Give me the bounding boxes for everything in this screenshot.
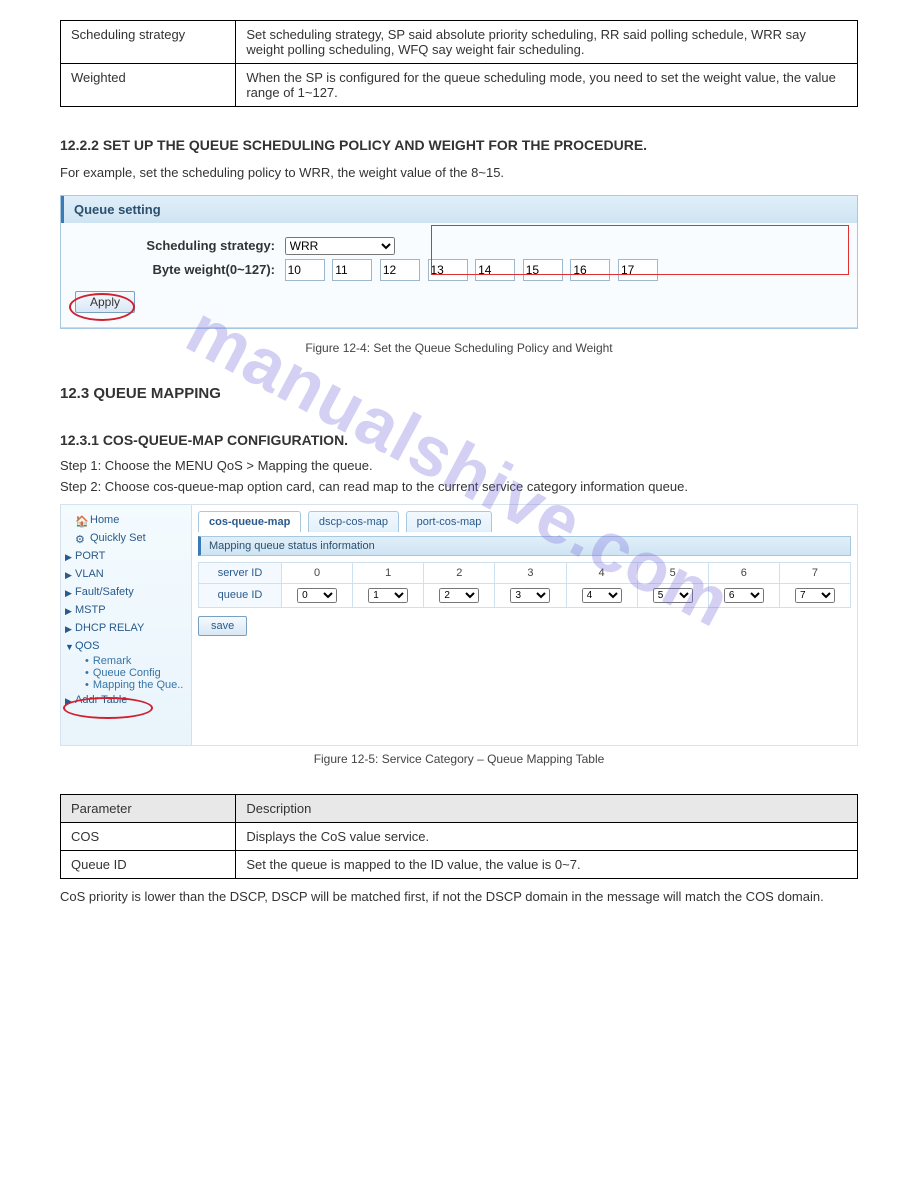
server-id-4: 4 bbox=[566, 562, 637, 583]
server-id-3: 3 bbox=[495, 562, 566, 583]
nav-dhcp-relay[interactable]: ▶DHCP RELAY bbox=[61, 619, 191, 637]
nav-mstp[interactable]: ▶MSTP bbox=[61, 601, 191, 619]
params-table-2: ParameterDescription COSDisplays the CoS… bbox=[60, 794, 858, 879]
queue-id-label: queue ID bbox=[199, 583, 282, 607]
nav-fault-safety[interactable]: ▶Fault/Safety bbox=[61, 583, 191, 601]
server-id-7: 7 bbox=[779, 562, 850, 583]
t1-r1-c2: Set scheduling strategy, SP said absolut… bbox=[236, 21, 858, 64]
section-12-2-2-title: 12.2.2 SET UP THE QUEUE SCHEDULING POLIC… bbox=[60, 137, 858, 153]
arrow-icon: ▶ bbox=[65, 696, 72, 707]
tab-port-cos-map[interactable]: port-cos-map bbox=[406, 511, 493, 532]
mapping-status-header: Mapping queue status information bbox=[198, 536, 851, 556]
mapping-grid: server ID 0 1 2 3 4 5 6 7 queue ID 0 1 2… bbox=[198, 562, 851, 608]
apply-button[interactable]: Apply bbox=[75, 291, 135, 313]
server-id-label: server ID bbox=[199, 562, 282, 583]
weight-input-0[interactable] bbox=[285, 259, 325, 281]
arrow-down-icon: ▼ bbox=[65, 642, 74, 652]
sidebar: 🏠Home ⚙Quickly Set ▶PORT ▶VLAN ▶Fault/Sa… bbox=[61, 505, 192, 745]
nav-qos-remark[interactable]: •Remark bbox=[61, 655, 191, 667]
weight-input-1[interactable] bbox=[332, 259, 372, 281]
queue-id-select-7[interactable]: 7 bbox=[795, 588, 835, 603]
weight-input-5[interactable] bbox=[523, 259, 563, 281]
arrow-icon: ▶ bbox=[65, 570, 72, 581]
nav-addr-table[interactable]: ▶Addr Table bbox=[61, 691, 191, 709]
weight-input-3[interactable] bbox=[428, 259, 468, 281]
scheduling-strategy-select[interactable]: WRR bbox=[285, 237, 395, 255]
figure-12-5-caption: Figure 12-5: Service Category – Queue Ma… bbox=[60, 752, 858, 766]
byte-weight-label: Byte weight(0~127): bbox=[75, 262, 281, 277]
queue-id-select-2[interactable]: 2 bbox=[439, 588, 479, 603]
queue-id-select-4[interactable]: 4 bbox=[582, 588, 622, 603]
queue-id-select-5[interactable]: 5 bbox=[653, 588, 693, 603]
t1-r2-c2: When the SP is configured for the queue … bbox=[236, 64, 858, 107]
t2-r1-c1: COS bbox=[61, 822, 236, 850]
arrow-icon: ▶ bbox=[65, 552, 72, 563]
t2-h1: Parameter bbox=[61, 794, 236, 822]
server-id-1: 1 bbox=[353, 562, 424, 583]
content-area: cos-queue-map dscp-cos-map port-cos-map … bbox=[192, 505, 857, 745]
tabs: cos-queue-map dscp-cos-map port-cos-map bbox=[198, 511, 851, 532]
mapping-screenshot: 🏠Home ⚙Quickly Set ▶PORT ▶VLAN ▶Fault/Sa… bbox=[60, 504, 858, 746]
quickset-icon: ⚙ bbox=[75, 533, 87, 543]
nav-quickly-set[interactable]: ⚙Quickly Set bbox=[61, 529, 191, 547]
scheduling-strategy-label: Scheduling strategy: bbox=[75, 238, 281, 253]
nav-port[interactable]: ▶PORT bbox=[61, 547, 191, 565]
panel-divider bbox=[61, 327, 857, 328]
t1-r2-c1: Weighted bbox=[61, 64, 236, 107]
weight-input-2[interactable] bbox=[380, 259, 420, 281]
queue-id-select-6[interactable]: 6 bbox=[724, 588, 764, 603]
t2-h2: Description bbox=[236, 794, 858, 822]
tab-dscp-cos-map[interactable]: dscp-cos-map bbox=[308, 511, 399, 532]
server-id-0: 0 bbox=[282, 562, 353, 583]
queue-id-select-0[interactable]: 0 bbox=[297, 588, 337, 603]
arrow-icon: ▶ bbox=[65, 588, 72, 599]
nav-vlan[interactable]: ▶VLAN bbox=[61, 565, 191, 583]
t2-r1-c2: Displays the CoS value service. bbox=[236, 822, 858, 850]
nav-home[interactable]: 🏠Home bbox=[61, 511, 191, 529]
weight-input-6[interactable] bbox=[570, 259, 610, 281]
step-2: Step 2: Choose cos-queue-map option card… bbox=[60, 479, 858, 494]
nav-qos-mapping-queue[interactable]: •Mapping the Que.. bbox=[61, 679, 191, 691]
t2-r2-c1: Queue ID bbox=[61, 850, 236, 878]
weight-input-7[interactable] bbox=[618, 259, 658, 281]
queue-setting-panel: Queue setting Scheduling strategy: WRR B… bbox=[60, 195, 858, 329]
save-button[interactable]: save bbox=[198, 616, 247, 636]
nav-qos-queue-config[interactable]: •Queue Config bbox=[61, 667, 191, 679]
queue-id-select-3[interactable]: 3 bbox=[510, 588, 550, 603]
server-id-6: 6 bbox=[708, 562, 779, 583]
server-id-5: 5 bbox=[637, 562, 708, 583]
t1-r1-c1: Scheduling strategy bbox=[61, 21, 236, 64]
footer-note: CoS priority is lower than the DSCP, DSC… bbox=[60, 887, 858, 907]
nav-qos[interactable]: ▼QOS bbox=[61, 637, 191, 655]
t2-r2-c2: Set the queue is mapped to the ID value,… bbox=[236, 850, 858, 878]
step-1: Step 1: Choose the MENU QoS > Mapping th… bbox=[60, 458, 858, 473]
tab-cos-queue-map[interactable]: cos-queue-map bbox=[198, 511, 301, 532]
arrow-icon: ▶ bbox=[65, 624, 72, 635]
figure-12-4-caption: Figure 12-4: Set the Queue Scheduling Po… bbox=[60, 341, 858, 355]
params-table-1: Scheduling strategySet scheduling strate… bbox=[60, 20, 858, 107]
section-12-2-2-text: For example, set the scheduling policy t… bbox=[60, 163, 858, 183]
home-icon: 🏠 bbox=[75, 515, 87, 525]
section-12-3-1-title: 12.3.1 COS-QUEUE-MAP CONFIGURATION. bbox=[60, 432, 858, 448]
weight-input-4[interactable] bbox=[475, 259, 515, 281]
server-id-2: 2 bbox=[424, 562, 495, 583]
queue-setting-header: Queue setting bbox=[61, 196, 857, 223]
arrow-icon: ▶ bbox=[65, 606, 72, 617]
queue-id-select-1[interactable]: 1 bbox=[368, 588, 408, 603]
section-12-3-heading: 12.3 QUEUE MAPPING bbox=[60, 385, 858, 402]
